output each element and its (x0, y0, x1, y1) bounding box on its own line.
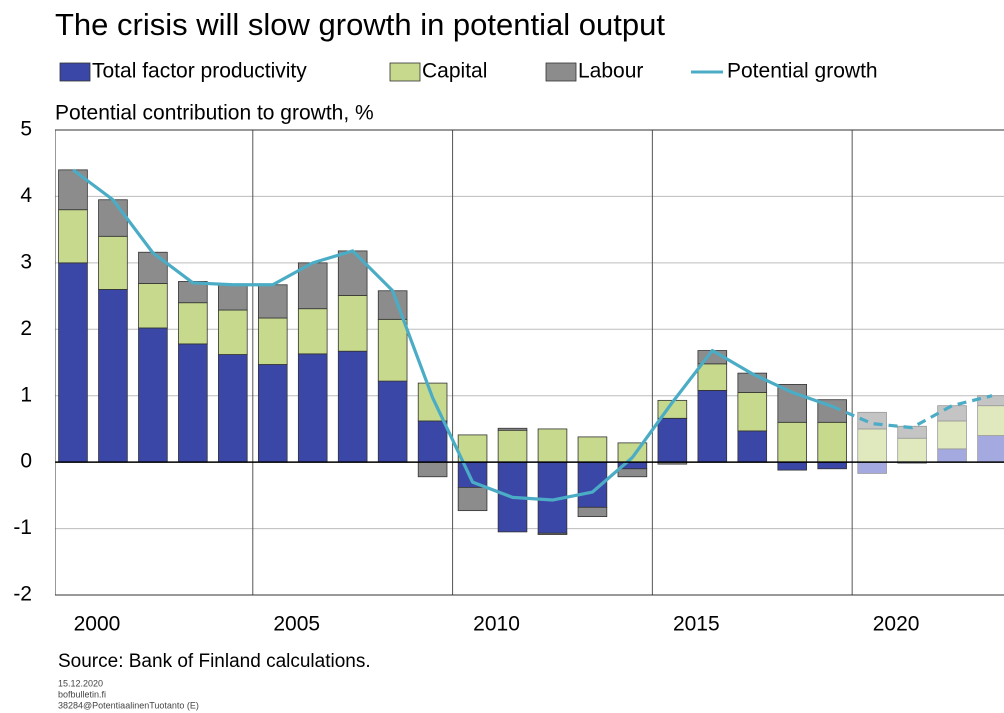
bar (297, 262, 328, 310)
bar (138, 251, 168, 284)
bar (257, 317, 288, 365)
bar (218, 354, 248, 463)
bar (98, 235, 128, 290)
y-axis-label: Potential contribution to growth, % (55, 102, 374, 125)
bar (737, 391, 768, 432)
y-tick-label: 4 (20, 184, 32, 207)
bar (897, 437, 927, 463)
bar (497, 429, 528, 463)
bar (457, 486, 488, 512)
legend-label: Total factor productivity (92, 60, 307, 83)
bar (857, 461, 887, 474)
y-tick-label: 5 (20, 118, 32, 141)
x-tick-label: 2015 (673, 613, 720, 636)
bar (577, 506, 608, 518)
legend: Total factor productivity Capital Labour Po… (59, 60, 878, 83)
bar (138, 283, 168, 329)
bar (937, 405, 967, 422)
bar (377, 380, 408, 463)
plot-area (55, 129, 1004, 596)
bar (218, 284, 248, 311)
bar (297, 308, 328, 355)
bar (257, 364, 288, 463)
bar (138, 327, 168, 463)
bar (337, 350, 368, 463)
potential-growth-line (72, 168, 833, 502)
bar (457, 434, 488, 463)
legend-swatch (389, 62, 421, 82)
x-tick-label: 2020 (873, 613, 920, 636)
legend-swatch (59, 62, 91, 82)
bar (417, 461, 448, 478)
legend-swatch (545, 62, 577, 82)
bar (178, 343, 208, 463)
bar (737, 430, 768, 463)
legend-label: Potential growth (727, 60, 878, 83)
bar (937, 448, 967, 463)
plot-frame (55, 129, 1004, 596)
bar (697, 363, 728, 391)
bar (977, 405, 1004, 436)
bar (98, 199, 128, 237)
y-tick-label: -1 (13, 516, 32, 539)
chart-title: The crisis will slow growth in potential… (55, 7, 665, 42)
bar (977, 435, 1004, 463)
bar (937, 420, 967, 450)
bar (218, 309, 248, 355)
bar (777, 384, 808, 423)
legend-label: Labour (578, 60, 643, 83)
bar (777, 461, 808, 471)
bar (417, 420, 448, 463)
bar (817, 421, 847, 463)
x-tick-label: 2000 (74, 613, 121, 636)
footnote: 38284@PotentiaalinenTuotanto (E) (58, 700, 199, 710)
y-tick-label: 1 (20, 383, 32, 406)
bar (657, 417, 688, 463)
bar (537, 428, 568, 463)
bar (497, 427, 528, 431)
bar (178, 302, 208, 345)
footnote: 15.12.2020 (58, 678, 103, 688)
bar (537, 532, 568, 535)
source: Source: Bank of Finland calculations. (58, 651, 371, 672)
bar (337, 250, 368, 296)
y-tick-label: 2 (20, 317, 32, 340)
bar (257, 284, 288, 319)
potential-growth-line (831, 394, 993, 430)
x-tick-label: 2005 (273, 613, 320, 636)
bar (577, 436, 608, 463)
bar (377, 318, 408, 382)
bar (98, 289, 128, 463)
footnote: bofbulletin.fi (58, 689, 106, 699)
bar (857, 428, 887, 463)
y-tick-label: -2 (13, 583, 32, 606)
bar (58, 209, 88, 264)
bar (737, 372, 768, 393)
x-tick-label: 2010 (473, 613, 520, 636)
bar (617, 468, 648, 478)
bar (697, 389, 728, 463)
bar (337, 295, 368, 352)
bar (817, 461, 847, 470)
y-tick-label: 0 (20, 450, 32, 473)
bar (777, 421, 808, 463)
bar (297, 353, 328, 463)
bar (58, 262, 88, 463)
legend-label: Capital (422, 60, 487, 83)
y-tick-label: 3 (20, 250, 32, 273)
